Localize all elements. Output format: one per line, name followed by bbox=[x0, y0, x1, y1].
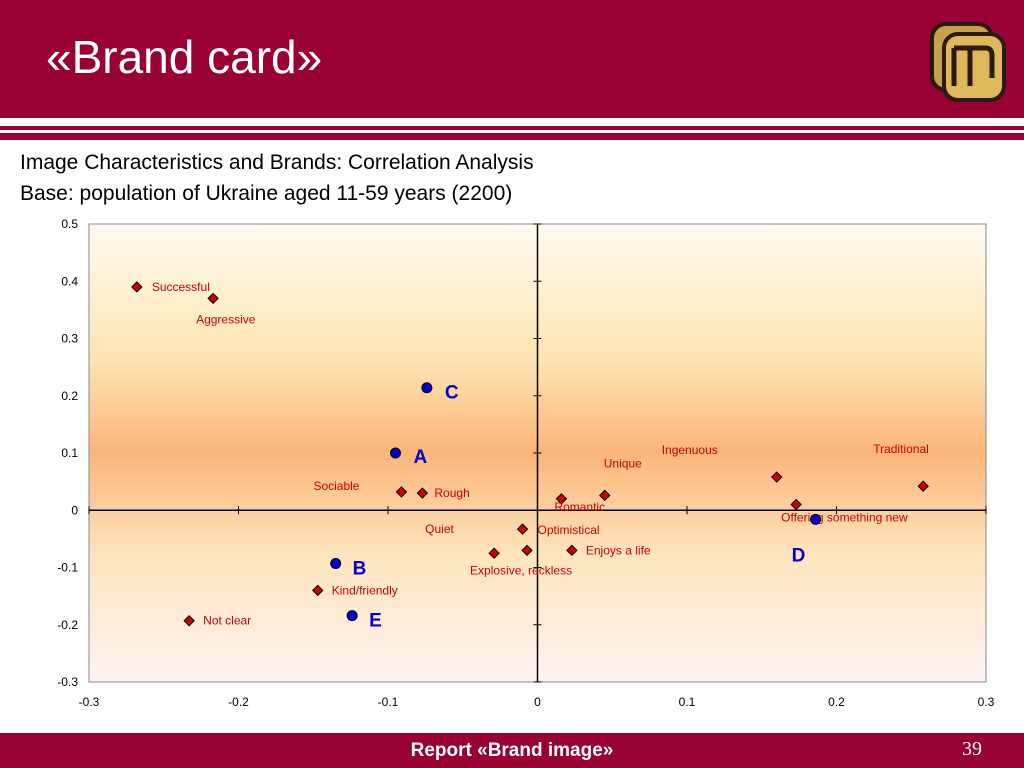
footer-bar bbox=[0, 733, 1024, 768]
y-tick-label: -0.3 bbox=[57, 675, 78, 689]
characteristic-label: Explosive, reckless bbox=[470, 563, 572, 577]
x-tick-label: 0 bbox=[534, 695, 541, 709]
y-tick-label: 0.2 bbox=[61, 389, 78, 403]
brand-point bbox=[346, 610, 358, 622]
y-tick-label: 0.5 bbox=[61, 217, 78, 231]
x-tick-label: -0.1 bbox=[378, 695, 399, 709]
characteristic-label: Aggressive bbox=[196, 312, 256, 326]
divider-stripe-bottom bbox=[0, 133, 1024, 140]
header-bar bbox=[0, 0, 1024, 118]
characteristic-point bbox=[207, 292, 219, 305]
characteristic-label: Enjoys a life bbox=[586, 543, 651, 557]
characteristic-point bbox=[395, 486, 408, 498]
y-tick-label: 0.3 bbox=[61, 332, 78, 346]
x-tick-label: 0.1 bbox=[679, 695, 696, 709]
brand-label: D bbox=[792, 545, 806, 566]
characteristic-point bbox=[566, 544, 578, 557]
y-tick-label: -0.1 bbox=[57, 561, 78, 575]
chart-subtitle-line2: Base: population of Ukraine aged 11-59 y… bbox=[20, 182, 513, 205]
company-logo-icon bbox=[930, 22, 1006, 102]
characteristic-point bbox=[516, 523, 529, 535]
slide-title: «Brand card» bbox=[46, 31, 323, 83]
characteristic-label: Traditional bbox=[873, 442, 929, 456]
brand-label: B bbox=[353, 558, 367, 579]
divider-stripe bbox=[0, 126, 1024, 130]
brand-point bbox=[421, 382, 433, 394]
characteristic-point bbox=[183, 615, 195, 627]
correlation-scatter-chart: -0.3 -0.2 -0.1 0 0.1 0.2 0.3 -0.3 -0.2 -0.1 0 0.1 0… bbox=[57, 217, 995, 709]
characteristic-point bbox=[917, 480, 929, 492]
characteristic-point bbox=[416, 487, 429, 499]
x-tick-label: 0.2 bbox=[828, 695, 845, 709]
characteristic-point bbox=[790, 498, 802, 511]
characteristic-label: Quiet bbox=[425, 522, 454, 536]
brand-point bbox=[330, 557, 342, 569]
characteristic-label: Unique bbox=[604, 456, 642, 470]
characteristic-label: Offering something new bbox=[781, 511, 908, 525]
y-tick-label: -0.2 bbox=[57, 618, 78, 632]
page-number: 39 bbox=[962, 738, 982, 760]
characteristic-point bbox=[312, 584, 324, 597]
chart-subtitle-line1: Image Characteristics and Brands: Correl… bbox=[20, 151, 534, 174]
x-tick-label: -0.2 bbox=[228, 695, 249, 709]
brand-label: E bbox=[369, 611, 382, 632]
characteristic-point bbox=[131, 281, 143, 293]
brand-point bbox=[389, 447, 401, 459]
characteristic-label: Romantic bbox=[554, 500, 605, 514]
brand-label: A bbox=[413, 447, 427, 468]
characteristic-point bbox=[599, 489, 611, 502]
characteristic-label: Ingenuous bbox=[662, 443, 718, 457]
characteristic-point bbox=[488, 547, 500, 559]
x-tick-label: -0.3 bbox=[79, 695, 100, 709]
characteristic-label: Optimistical bbox=[538, 523, 600, 537]
y-tick-label: 0.4 bbox=[61, 274, 78, 288]
characteristic-label: Successful bbox=[152, 280, 210, 294]
characteristic-point bbox=[770, 471, 783, 483]
characteristic-label: Not clear bbox=[203, 614, 251, 628]
x-tick-label: 0.3 bbox=[978, 695, 995, 709]
y-tick-label: 0.1 bbox=[61, 446, 78, 460]
characteristic-label: Kind/friendly bbox=[332, 583, 398, 597]
y-tick-label: 0 bbox=[71, 503, 78, 517]
brand-point bbox=[810, 513, 822, 525]
characteristic-point bbox=[521, 544, 533, 557]
characteristic-point bbox=[555, 493, 568, 505]
footer-report-title: Report «Brand image» bbox=[410, 740, 614, 761]
characteristic-label: Rough bbox=[434, 486, 469, 500]
characteristic-label: Sociable bbox=[313, 479, 359, 493]
brand-label: C bbox=[445, 383, 459, 404]
